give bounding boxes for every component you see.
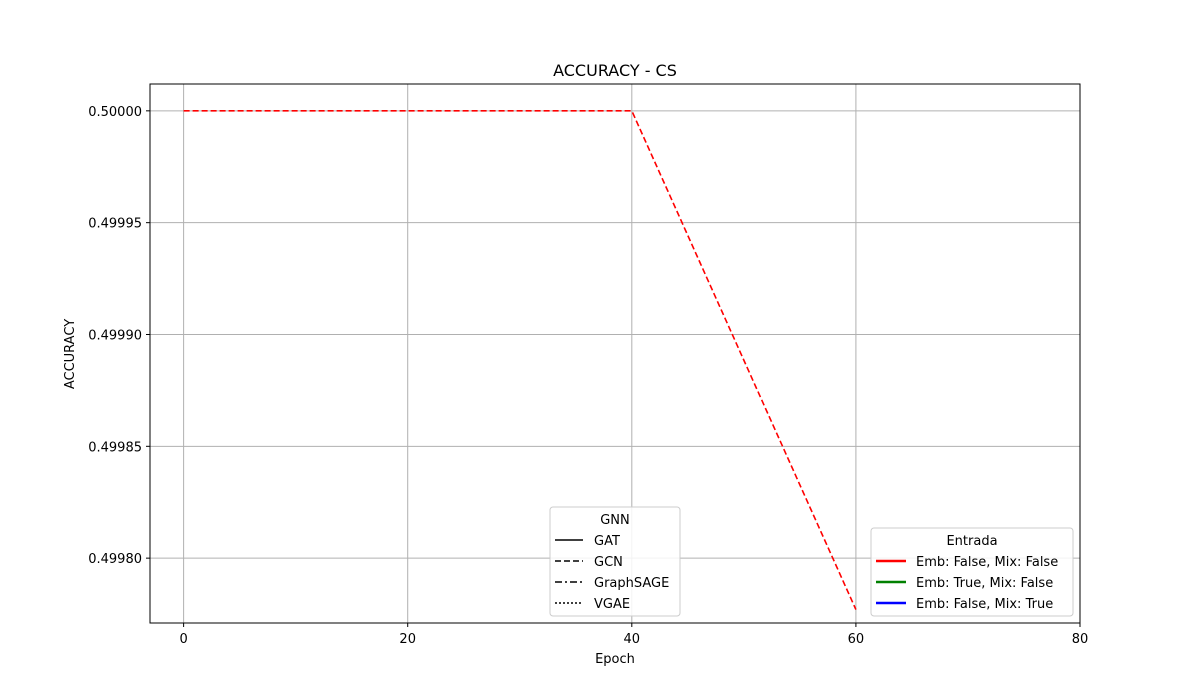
y-tick-label: 0.49995	[88, 217, 142, 232]
legend-entrada-label: Emb: False, Mix: False	[916, 555, 1058, 570]
legend-entrada: Entrada Emb: False, Mix: False Emb: True, …	[870, 527, 1074, 617]
plot-lines	[183, 110, 857, 610]
legend-gnn-label: GAT	[594, 534, 620, 549]
plot-area-frame	[149, 83, 1081, 624]
legend-gnn-frame	[549, 506, 681, 617]
y-tick-label: 0.49985	[88, 440, 142, 455]
legend-entrada-label: Emb: True, Mix: False	[916, 576, 1053, 591]
legend-gnn-label: GraphSAGE	[594, 576, 669, 591]
series-line-gcn	[183, 110, 857, 610]
legend-gnn-label: GCN	[594, 555, 623, 570]
y-axis-ticks: 0.49980 0.49985 0.49990 0.49995 0.50000	[88, 105, 150, 567]
y-tick-label: 0.49980	[88, 552, 142, 567]
x-tick-label: 0	[179, 632, 187, 647]
x-axis-label: Epoch	[595, 652, 635, 667]
x-tick-label: 60	[848, 632, 865, 647]
y-axis-label: ACCURACY	[63, 319, 78, 389]
legend-entrada-frame	[870, 527, 1074, 617]
y-tick-label: 0.49990	[88, 328, 142, 343]
y-tick-label: 0.50000	[88, 105, 142, 120]
x-axis-ticks: 0 20 40 60 80	[179, 623, 1088, 647]
x-tick-label: 40	[624, 632, 641, 647]
x-tick-label: 80	[1072, 632, 1089, 647]
legend-gnn: GNN GAT GCN GraphSAGE VGAE	[549, 506, 681, 617]
legend-gnn-title: GNN	[600, 513, 630, 528]
legend-entrada-label: Emb: False, Mix: True	[916, 597, 1053, 612]
legend-entrada-title: Entrada	[946, 534, 997, 549]
chart-title: ACCURACY - CS	[553, 61, 677, 80]
legend-gnn-label: VGAE	[594, 597, 630, 612]
x-tick-label: 20	[399, 632, 416, 647]
